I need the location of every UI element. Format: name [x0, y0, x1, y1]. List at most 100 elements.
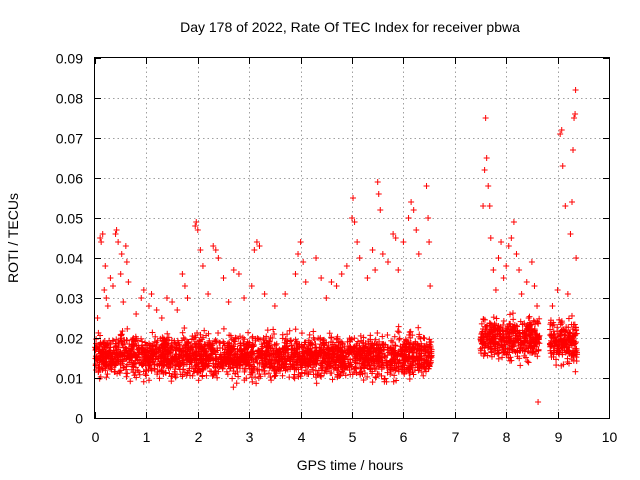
y-tick-label: 0.09 [56, 51, 83, 67]
data-point [146, 377, 153, 384]
data-point [309, 366, 316, 373]
data-point [415, 324, 422, 331]
data-point [396, 336, 403, 343]
data-point [270, 326, 277, 333]
data-point [301, 341, 308, 348]
data-point [172, 340, 179, 347]
x-axis-label: GPS time / hours [297, 457, 404, 473]
data-point [193, 340, 200, 347]
data-point [339, 341, 346, 348]
data-point [158, 367, 165, 374]
data-point [314, 372, 321, 379]
data-point [149, 329, 156, 336]
data-point [310, 334, 317, 341]
x-tick-label: 3 [246, 429, 254, 445]
data-point [329, 376, 336, 383]
x-tick-label: 5 [349, 429, 357, 445]
data-point [271, 372, 278, 379]
data-point [305, 371, 312, 378]
y-tick-label: 0.08 [56, 91, 83, 107]
data-point [326, 330, 333, 337]
y-tick-label: 0.05 [56, 211, 83, 227]
data-point [301, 370, 308, 377]
data-point [354, 338, 361, 345]
data-point [265, 370, 272, 377]
data-point [194, 329, 201, 336]
chart-title: Day 178 of 2022, Rate Of TEC Index for r… [180, 19, 520, 35]
data-point [328, 334, 335, 341]
data-point [347, 371, 354, 378]
y-axis-label: ROTI / TECUs [5, 193, 21, 283]
grid [95, 58, 609, 418]
data-point [362, 340, 369, 347]
data-point [410, 371, 417, 378]
data-point [116, 370, 123, 377]
data-point [395, 329, 402, 336]
data-point [348, 336, 355, 343]
data-point [358, 337, 365, 344]
data-point [232, 370, 239, 377]
data-point [360, 377, 367, 384]
data-point [313, 380, 320, 387]
y-tick-label: 0.01 [56, 371, 83, 387]
data-point [136, 371, 143, 378]
data-point [179, 329, 186, 336]
data-point [284, 331, 291, 338]
y-tick-label: 0.02 [56, 331, 83, 347]
data-point [119, 328, 126, 335]
x-tick-label: 8 [503, 429, 511, 445]
x-tick-label: 6 [400, 429, 408, 445]
data-point [400, 362, 407, 369]
data-point [243, 375, 250, 382]
data-point [104, 371, 111, 378]
data-point [351, 335, 358, 342]
y-tick-label: 0.07 [56, 131, 83, 147]
data-point [195, 377, 202, 384]
data-point [229, 375, 236, 382]
data-point [268, 377, 275, 384]
data-point [298, 330, 305, 337]
data-point [372, 336, 379, 343]
data-point [245, 329, 252, 336]
data-point [103, 374, 110, 381]
data-point [406, 329, 413, 336]
data-point [267, 374, 274, 381]
data-point [402, 336, 409, 343]
data-point [372, 374, 379, 381]
y-tick-label: 0 [75, 411, 83, 427]
x-tick-label: 7 [452, 429, 460, 445]
x-tick-label: 10 [602, 429, 618, 445]
data-point [124, 370, 131, 377]
data-point [392, 342, 399, 349]
x-tick-label: 9 [555, 429, 563, 445]
data-point [374, 370, 381, 377]
data-point [190, 368, 197, 375]
data-point [367, 365, 374, 372]
data-point [395, 368, 402, 375]
x-tick-label: 4 [298, 429, 306, 445]
data-point [352, 365, 359, 372]
data-point [233, 380, 240, 387]
data-point [394, 328, 401, 335]
data-point [391, 372, 398, 379]
data-point [249, 378, 256, 385]
x-tick-label: 1 [143, 429, 151, 445]
data-point [286, 327, 293, 334]
data-point [184, 370, 191, 377]
data-point [261, 371, 268, 378]
data-point [124, 325, 131, 332]
data-point [360, 334, 367, 341]
data-point [369, 379, 376, 386]
data-point [164, 330, 171, 337]
data-point [302, 367, 309, 374]
data-point [358, 368, 365, 375]
y-tick-label: 0.06 [56, 171, 83, 187]
data-point [201, 327, 208, 334]
data-point [298, 369, 305, 376]
data-point [391, 333, 398, 340]
data-point [214, 374, 221, 381]
data-point [381, 375, 388, 382]
data-point [271, 331, 278, 338]
